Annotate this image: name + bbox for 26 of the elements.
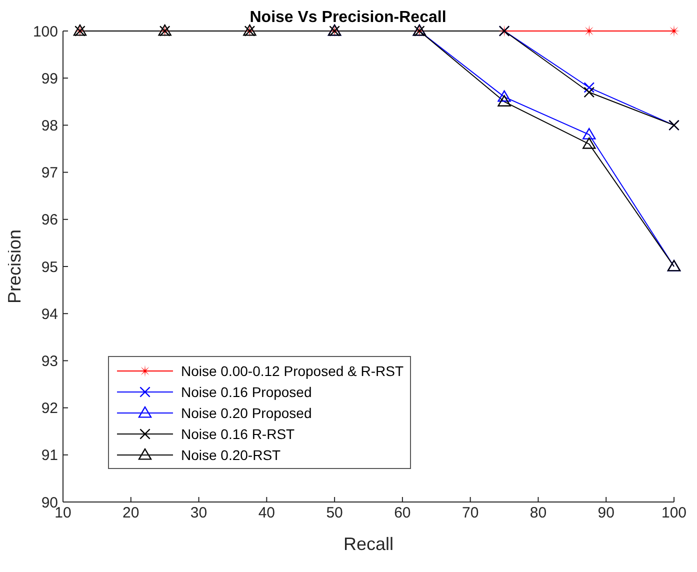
legend-label: Noise 0.20-RST (181, 446, 281, 462)
x-tick-label: 90 (598, 504, 614, 522)
x-tick-label: 50 (326, 504, 343, 522)
x-tick-label: 100 (661, 504, 687, 522)
y-tick-label: 92 (41, 400, 58, 418)
y-tick-label: 94 (41, 306, 58, 323)
legend-label: Noise 0.00-0.12 Proposed & R-RST (181, 362, 404, 378)
y-tick-label: 97 (41, 164, 58, 182)
legend-label: Noise 0.16 Proposed (181, 384, 312, 400)
legend-label: Noise 0.20 Proposed (181, 404, 312, 420)
x-tick-label: 80 (530, 504, 547, 522)
x-tick-label: 60 (394, 504, 411, 522)
x-tick-label: 40 (258, 504, 276, 522)
y-tick-label: 96 (41, 212, 58, 229)
y-tick-label: 98 (41, 118, 58, 135)
x-tick-label: 70 (462, 504, 479, 522)
y-tick-label: 100 (32, 23, 58, 40)
y-tick-label: 99 (41, 70, 58, 88)
y-tick-label: 95 (41, 258, 58, 276)
x-axis-title: Recall (343, 534, 394, 554)
y-tick-label: 93 (41, 353, 58, 370)
legend-label: Noise 0.16 R-RST (181, 426, 295, 442)
y-tick-label: 91 (41, 447, 58, 464)
x-tick-label: 30 (190, 504, 208, 522)
chart-title: Noise Vs Precision-Recall (250, 9, 446, 26)
x-tick-label: 20 (122, 504, 140, 522)
